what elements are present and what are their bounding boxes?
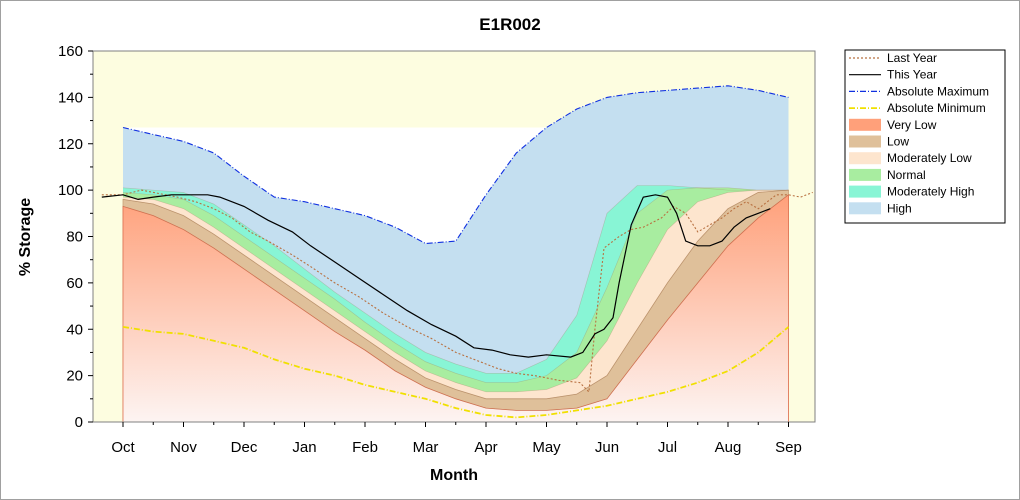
legend-label-low: Low — [887, 135, 909, 149]
legend-label-this-year: This Year — [887, 68, 937, 82]
legend-label-moderately-low: Moderately Low — [887, 151, 972, 165]
y-tick-label: 20 — [66, 368, 83, 385]
shade-right — [788, 51, 815, 422]
series-line-absolute-minimum — [122, 326, 790, 419]
x-axis: Oct Nov Dec Jan Feb Mar Apr May Jun Jul Aug Sep — [111, 422, 802, 456]
x-tick-label: Sep — [775, 439, 802, 456]
y-tick-label: 140 — [58, 89, 83, 106]
legend-label-very-low: Very Low — [887, 118, 937, 132]
y-tick-label: 160 — [58, 43, 83, 60]
y-tick-label: 120 — [58, 136, 83, 153]
legend-swatch-moderately-low — [849, 152, 881, 165]
chart-title: E1R002 — [479, 15, 540, 34]
y-tick-label: 80 — [66, 229, 83, 246]
legend-label-last-year: Last Year — [887, 51, 937, 65]
legend-swatch-moderately-high — [849, 185, 881, 198]
shade-left — [93, 51, 123, 422]
x-tick-label: Jun — [595, 439, 619, 456]
band-edge-moderately-high — [122, 185, 789, 374]
legend: Last Year This Year Absolute Maximum Absolu… — [844, 49, 1006, 224]
series-line-last-year — [101, 189, 813, 394]
band-edge-normal — [122, 187, 789, 383]
x-tick-label: Oct — [111, 439, 135, 456]
x-tick-label: Jan — [292, 439, 316, 456]
y-tick-label: 100 — [58, 182, 83, 199]
x-tick-label: Feb — [352, 439, 378, 456]
y-axis-label: % Storage — [17, 198, 34, 276]
band-edge-low — [122, 189, 789, 400]
legend-label-moderately-high: Moderately High — [887, 185, 974, 199]
legend-label-absolute-maximum: Absolute Maximum — [887, 84, 989, 98]
legend-swatch-high — [849, 202, 881, 215]
legend-swatch-very-low — [849, 118, 881, 131]
legend-swatch-low — [849, 135, 881, 148]
legend-swatch-normal — [849, 168, 881, 181]
y-tick-label: 0 — [75, 414, 83, 431]
band-very-low — [122, 193, 789, 423]
y-axis: 0 20 40 60 80 100 120 140 160 — [58, 43, 93, 431]
band-edge-moderately-low — [122, 189, 789, 393]
x-tick-label: Apr — [474, 439, 497, 456]
x-tick-label: Nov — [170, 439, 197, 456]
y-tick-label: 40 — [66, 321, 83, 338]
x-tick-label: Dec — [231, 439, 258, 456]
x-tick-label: Aug — [715, 439, 742, 456]
legend-label-normal: Normal — [887, 168, 926, 182]
series-line-this-year — [101, 194, 771, 358]
x-tick-label: Mar — [413, 439, 439, 456]
legend-label-high: High — [887, 201, 912, 215]
plot-area — [92, 50, 816, 423]
y-tick-label: 60 — [66, 275, 83, 292]
x-axis-label: Month — [430, 467, 478, 484]
legend-label-absolute-minimum: Absolute Minimum — [887, 101, 986, 115]
x-tick-label: Jul — [658, 439, 677, 456]
band-edge-very-low — [122, 194, 789, 411]
x-tick-label: May — [532, 439, 561, 456]
